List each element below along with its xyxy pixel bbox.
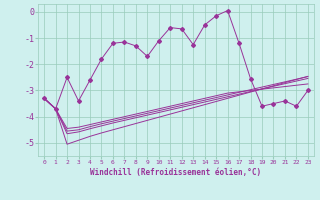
X-axis label: Windchill (Refroidissement éolien,°C): Windchill (Refroidissement éolien,°C) [91, 168, 261, 177]
